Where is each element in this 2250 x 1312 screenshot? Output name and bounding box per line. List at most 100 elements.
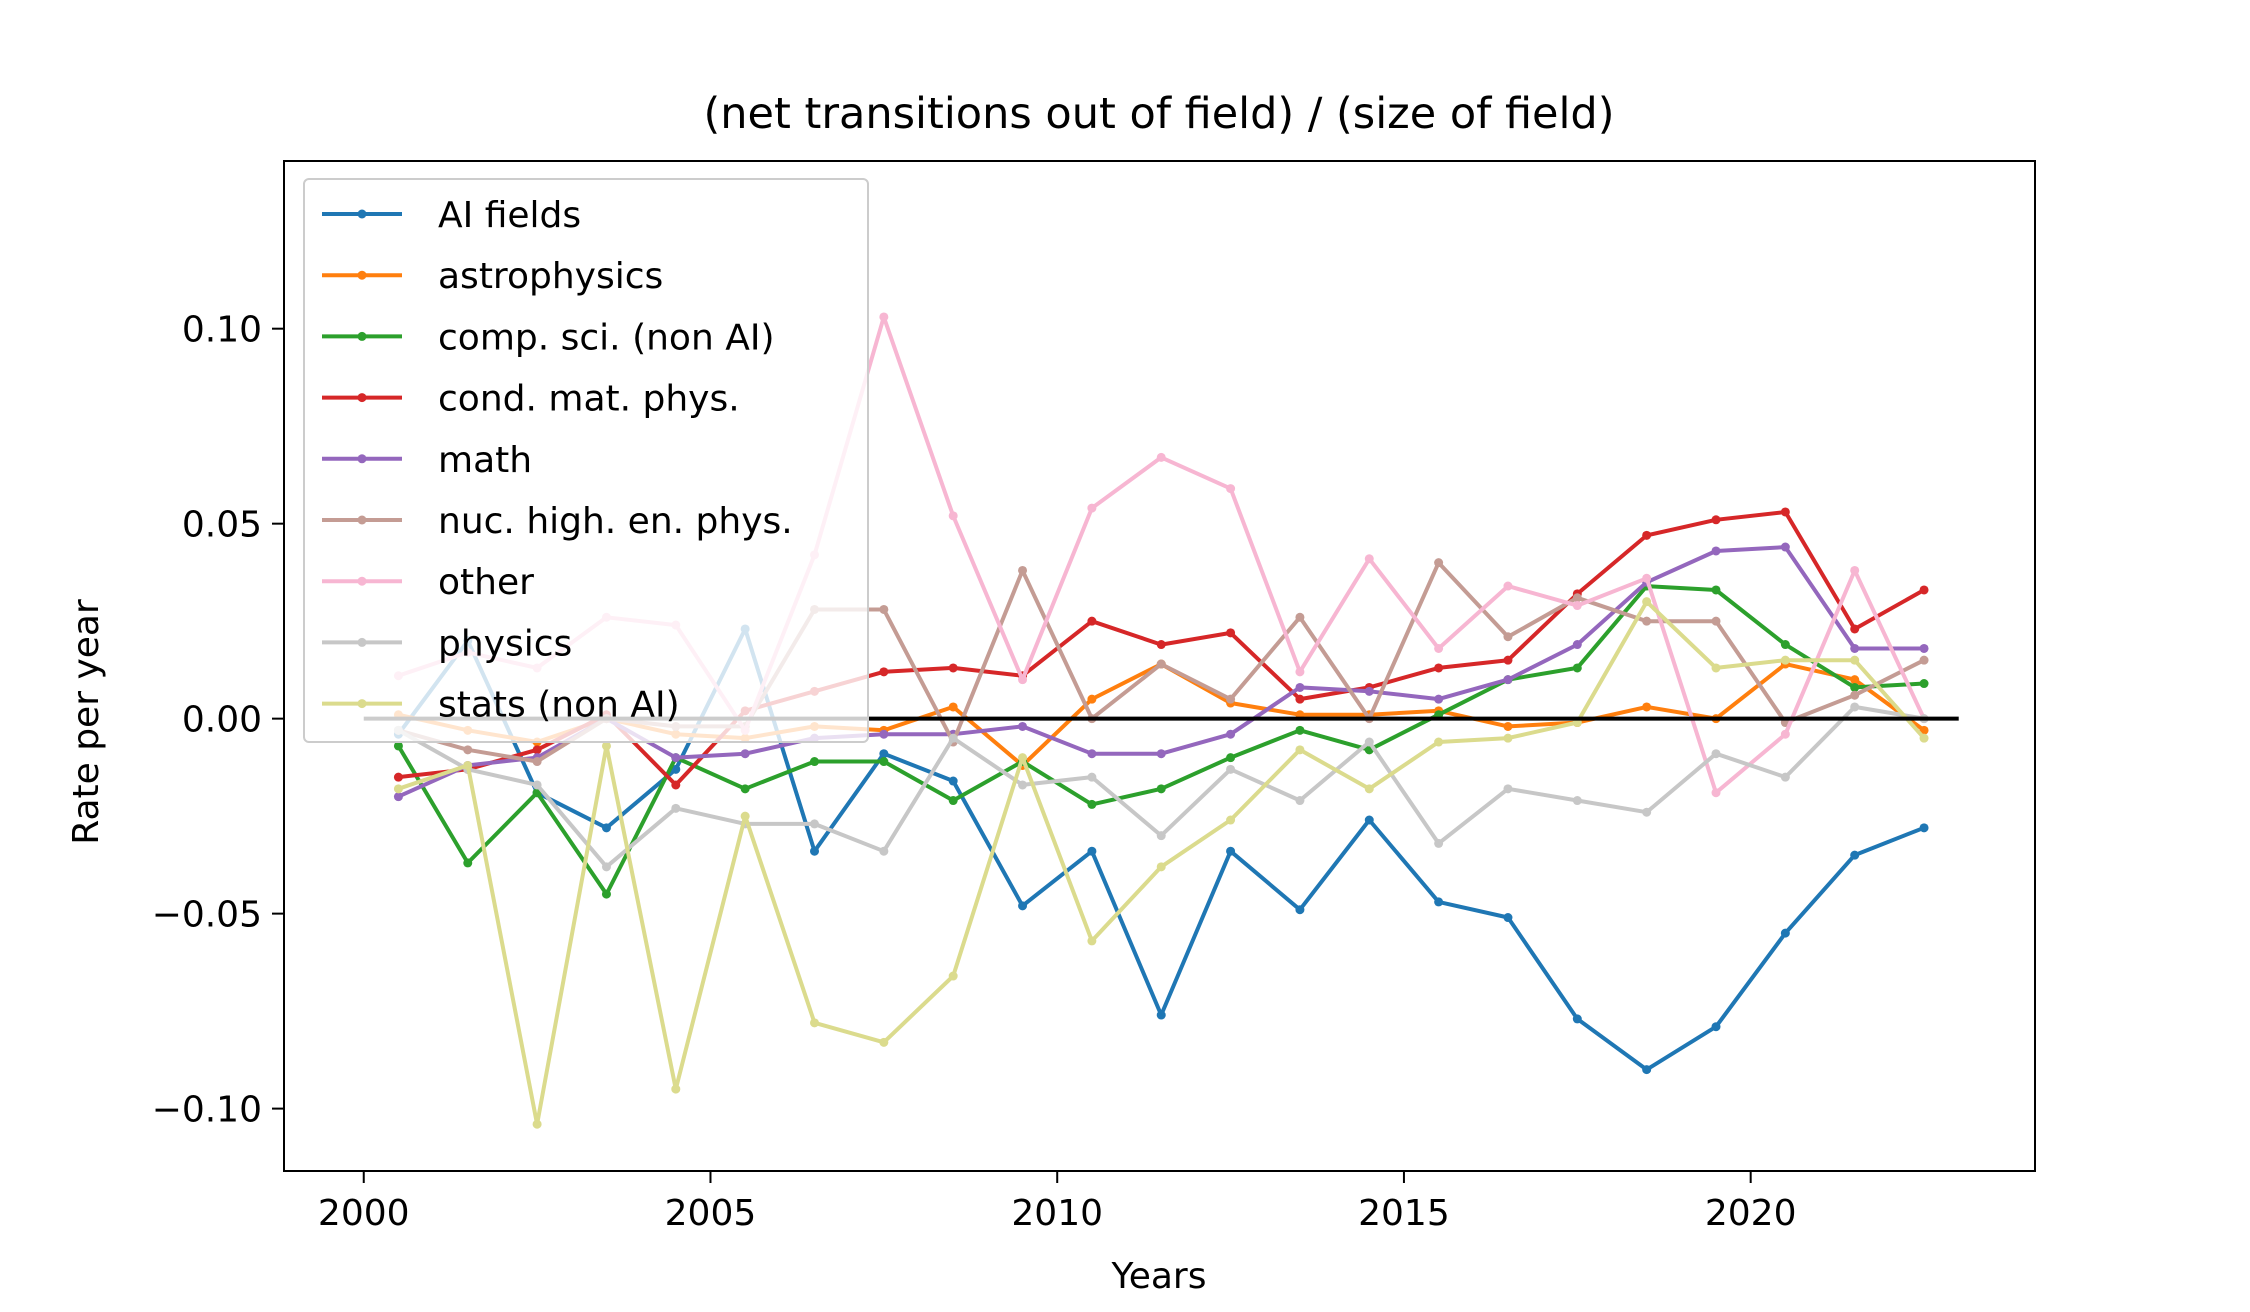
y-tick-label: −0.10 — [152, 1090, 262, 1131]
data-point — [1087, 694, 1097, 704]
data-point — [1572, 1014, 1582, 1024]
data-point — [1850, 682, 1860, 692]
legend-label: AI fields — [438, 195, 581, 236]
data-point — [1156, 749, 1166, 759]
legend-item: cond. mat. phys. — [322, 379, 740, 420]
data-point — [671, 753, 681, 763]
data-point — [948, 733, 958, 743]
legend-label: stats (non AI) — [438, 685, 680, 726]
data-point — [1642, 530, 1652, 540]
data-point — [393, 792, 403, 802]
data-point — [1503, 581, 1513, 591]
data-point — [1503, 733, 1513, 743]
data-point — [532, 757, 542, 767]
data-point — [948, 971, 958, 981]
data-point — [1572, 796, 1582, 806]
data-point — [601, 823, 611, 833]
data-point — [1087, 936, 1097, 946]
data-point — [879, 667, 889, 677]
legend-marker — [357, 331, 367, 341]
data-point — [1226, 846, 1236, 856]
data-point — [1642, 1065, 1652, 1075]
data-point — [1503, 721, 1513, 731]
data-point — [1711, 663, 1721, 673]
data-point — [1018, 675, 1028, 685]
data-point — [1295, 796, 1305, 806]
y-axis-label: Rate per year — [66, 599, 107, 845]
data-point — [1711, 788, 1721, 798]
data-point — [948, 511, 958, 521]
data-point — [393, 772, 403, 782]
data-point — [1780, 729, 1790, 739]
legend-label: other — [438, 562, 534, 603]
data-point — [1919, 679, 1929, 689]
data-point — [948, 796, 958, 806]
data-point — [1711, 585, 1721, 595]
data-point — [1850, 702, 1860, 712]
data-point — [948, 776, 958, 786]
data-point — [1919, 725, 1929, 735]
data-point — [1850, 850, 1860, 860]
data-point — [879, 312, 889, 322]
data-point — [1156, 784, 1166, 794]
x-axis-label: Years — [1111, 1256, 1207, 1297]
data-point — [1434, 897, 1444, 907]
data-point — [1087, 749, 1097, 759]
data-point — [671, 780, 681, 790]
data-point — [1295, 725, 1305, 735]
data-point — [1156, 862, 1166, 872]
data-point — [463, 760, 473, 770]
x-tick-label: 2000 — [318, 1193, 410, 1234]
data-point — [1156, 659, 1166, 669]
data-point — [1226, 729, 1236, 739]
data-point — [1503, 675, 1513, 685]
data-point — [1503, 784, 1513, 794]
data-point — [1850, 675, 1860, 685]
data-point — [879, 729, 889, 739]
data-point — [1434, 737, 1444, 747]
data-point — [463, 858, 473, 868]
legend-label: physics — [438, 623, 572, 664]
data-point — [1434, 663, 1444, 673]
plot-area: 2000 2005 2010 2015 2020 −0.10 −0.05 0.00 0.05 0.… — [152, 160, 2036, 1234]
data-point — [1018, 901, 1028, 911]
data-point — [810, 819, 820, 829]
y-tick-label: 0.00 — [182, 700, 262, 741]
data-point — [532, 1119, 542, 1129]
x-tick-label: 2005 — [665, 1193, 757, 1234]
data-point — [879, 604, 889, 614]
data-point — [1018, 721, 1028, 731]
data-point — [948, 663, 958, 673]
data-point — [1156, 1010, 1166, 1020]
data-point — [1780, 507, 1790, 517]
data-point — [1434, 838, 1444, 848]
data-point — [1780, 655, 1790, 665]
legend-item: comp. sci. (non AI) — [322, 317, 775, 358]
data-point — [1226, 764, 1236, 774]
legend-item: math — [322, 440, 532, 481]
data-point — [1434, 558, 1444, 568]
data-point — [1226, 694, 1236, 704]
data-point — [1919, 655, 1929, 665]
legend-marker — [357, 699, 367, 709]
data-point — [1572, 593, 1582, 603]
series-7 — [393, 702, 1929, 872]
legend-label: astrophysics — [438, 256, 663, 297]
data-point — [1156, 831, 1166, 841]
data-point — [810, 846, 820, 856]
data-point — [1850, 643, 1860, 653]
data-point — [1364, 737, 1374, 747]
data-point — [1572, 640, 1582, 650]
data-point — [532, 745, 542, 755]
data-point — [1642, 702, 1652, 712]
data-point — [1295, 682, 1305, 692]
legend-label: comp. sci. (non AI) — [438, 317, 775, 358]
data-point — [1226, 815, 1236, 825]
data-point — [1156, 452, 1166, 462]
data-point — [1226, 484, 1236, 494]
data-point — [1642, 573, 1652, 583]
series-8 — [393, 597, 1929, 1129]
x-tick-label: 2020 — [1705, 1193, 1797, 1234]
data-point — [1295, 905, 1305, 915]
data-point — [1572, 601, 1582, 611]
